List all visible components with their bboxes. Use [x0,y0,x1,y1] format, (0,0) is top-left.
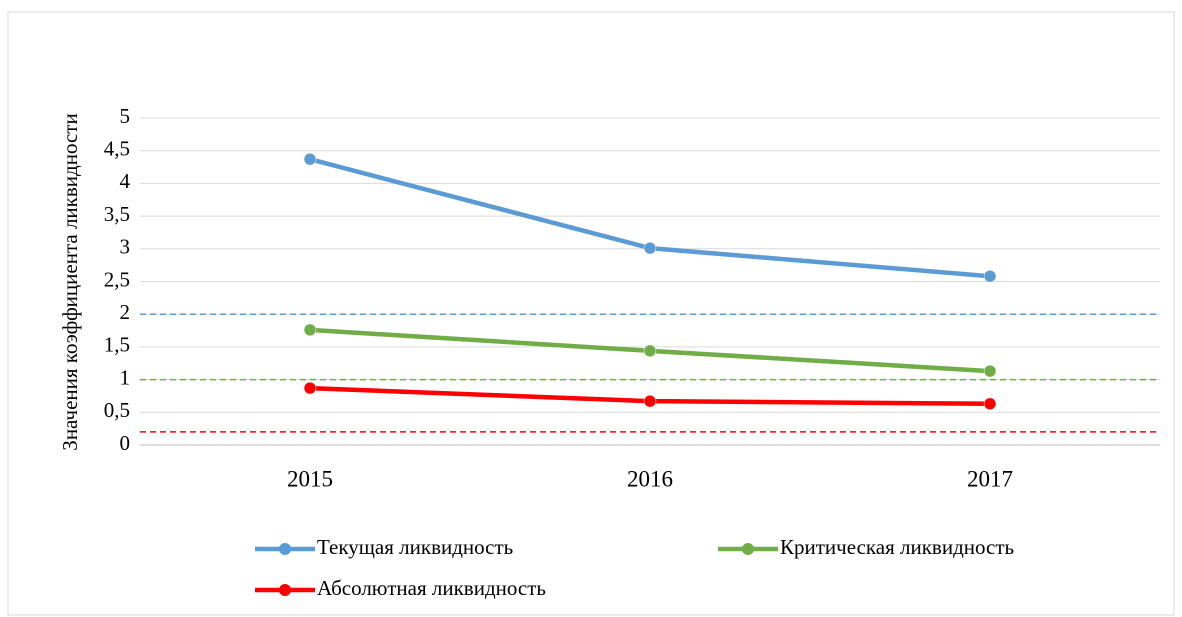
data-point [643,241,657,255]
data-point [983,364,997,378]
legend-marker [742,543,754,555]
y-tick-label: 0,5 [104,398,130,422]
y-axis-title: Значения коэффициента ликвидности [58,113,82,450]
x-tick-label: 2015 [287,466,333,491]
y-tick-label: 2 [120,300,131,324]
x-tick-label: 2017 [967,466,1013,491]
y-tick-label: 4 [120,169,131,193]
y-tick-label: 1 [120,365,131,389]
legend-marker [279,584,291,596]
y-tick-label: 1,5 [104,333,130,357]
y-tick-label: 0 [120,431,131,455]
legend-marker [279,543,291,555]
data-point [983,270,997,283]
data-point [303,152,317,166]
data-point [643,394,657,408]
data-point [303,381,317,395]
legend-label: Абсолютная ликвидность [317,576,546,600]
legend-label: Текущая ликвидность [317,535,513,559]
chart-frame [7,11,1175,616]
series-line [309,157,991,279]
data-point [643,344,657,358]
x-tick-label: 2016 [627,466,673,491]
y-tick-label: 5 [120,104,131,128]
y-tick-label: 4,5 [104,137,130,161]
data-point [983,397,997,411]
y-tick-label: 3,5 [104,202,130,226]
y-tick-label: 2,5 [104,267,130,291]
y-tick-label: 3 [120,235,131,259]
data-point [303,323,317,337]
legend-label: Критическая ликвидность [780,535,1014,559]
